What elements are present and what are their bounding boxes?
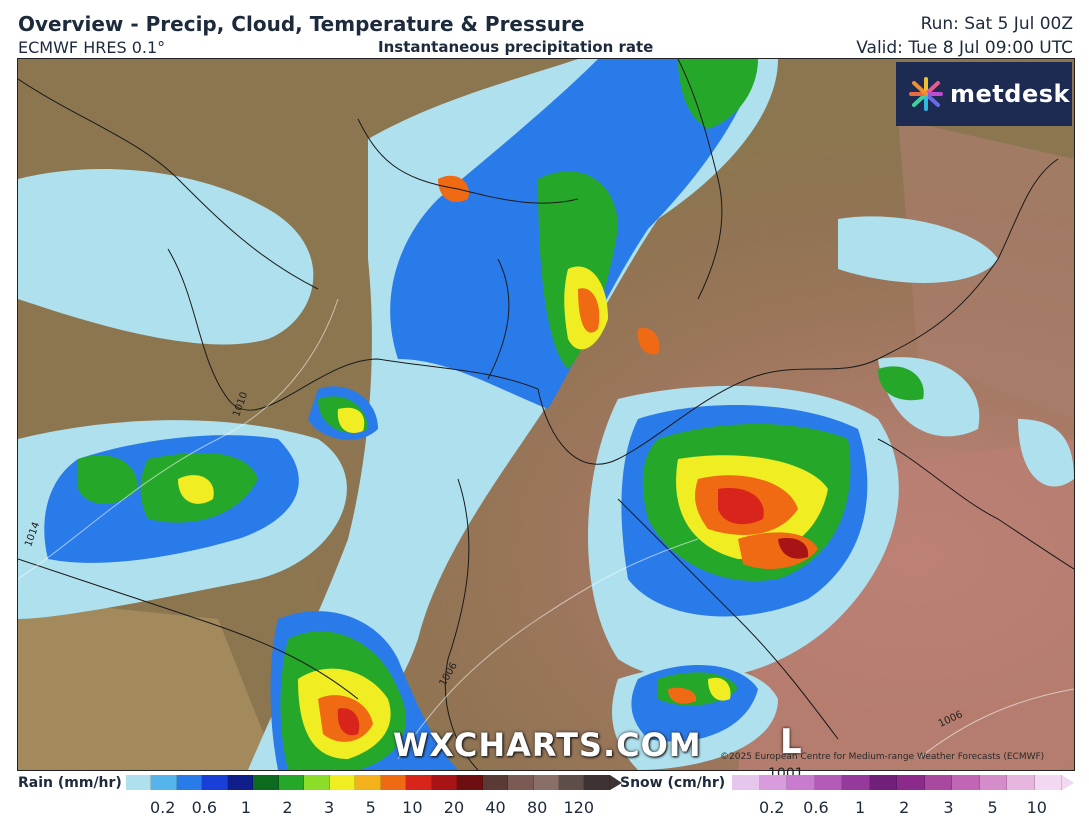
legend-tick-label: 0.2 — [759, 798, 785, 817]
snow-legend-ticks: 0.2 0.6 1 2 3 5 10 — [732, 798, 1062, 818]
legend-tick-label: 0.6 — [191, 798, 218, 817]
legend-tick-label: 1 — [854, 798, 866, 817]
snow-legend-label: Snow (cm/hr) — [620, 775, 726, 791]
legend-color-cell — [126, 775, 152, 790]
legend-color-cell — [558, 775, 585, 790]
legend-color-cell — [355, 775, 381, 790]
metdesk-logo: metdesk — [896, 62, 1072, 126]
legend-tick-label: 10 — [1026, 798, 1047, 817]
legend-tick-label: 5 — [987, 798, 998, 817]
rain-legend-label: Rain (mm/hr) — [18, 775, 122, 791]
isobars — [18, 298, 1074, 760]
low-pressure-marker: L — [780, 722, 802, 762]
chart-subtitle: Instantaneous precipitation rate — [378, 38, 654, 56]
metdesk-starburst-icon — [909, 77, 943, 111]
legend-color-cell — [869, 775, 897, 790]
model-name: ECMWF HRES 0.1° — [18, 38, 166, 57]
legend-tick-label: 120 — [563, 798, 595, 817]
snow-color-bar — [732, 775, 1074, 790]
legend-color-cell — [897, 775, 925, 790]
legend-tick-label: 40 — [485, 798, 506, 817]
legend-color-cell — [176, 775, 203, 790]
legend-tick-label: 1 — [240, 798, 251, 817]
legend-color-cell — [278, 775, 305, 790]
terrain-southwest — [18, 599, 278, 770]
legend-tick-label: 5 — [365, 798, 376, 817]
legend-color-cell — [979, 775, 1007, 790]
run-time: Run: Sat 5 Jul 00Z — [920, 14, 1073, 34]
map-canvas — [18, 59, 1074, 770]
legend-color-cell — [253, 775, 279, 790]
wxcharts-watermark: WXCHARTS.COM — [393, 726, 702, 764]
legend-color-cell — [406, 775, 432, 790]
legend-color-cell — [584, 775, 610, 790]
legend-tick-label: 2 — [282, 798, 293, 817]
legend-color-cell — [431, 775, 458, 790]
legend-color-cell — [787, 775, 815, 790]
legend-color-cell — [227, 775, 254, 790]
legend-color-cell — [202, 775, 228, 790]
legend-tick-label: 0.2 — [149, 798, 176, 817]
legend-tick-label: 80 — [526, 798, 548, 817]
legend-color-cell — [814, 775, 842, 790]
legend-tick-label: 20 — [443, 798, 465, 817]
legend-color-cell — [151, 775, 177, 790]
logo-text: metdesk — [950, 80, 1070, 108]
legend-color-cell — [924, 775, 952, 790]
legend-color-cell — [380, 775, 407, 790]
legend: Rain (mm/hr) 0.2 0.6 1 2 3 5 10 20 40 80 120 Snow … — [0, 772, 1089, 835]
legend-color-cell — [508, 775, 534, 790]
legend-color-cell — [1007, 775, 1035, 790]
rain-legend-ticks: 0.2 0.6 1 2 3 5 10 20 40 80 120 — [126, 798, 596, 818]
legend-color-cell — [329, 775, 356, 790]
legend-tick-label: 2 — [899, 798, 910, 817]
legend-color-cell — [732, 775, 760, 790]
legend-color-cell — [304, 775, 330, 790]
intense-rain-cores — [178, 175, 828, 759]
weather-map[interactable]: 1014 1010 1006 1006 — [17, 58, 1075, 771]
chart-header: Overview - Precip, Cloud, Temperature & … — [0, 0, 1089, 58]
legend-tick-label: 0.6 — [803, 798, 829, 817]
legend-color-cell — [759, 775, 787, 790]
legend-color-cell — [533, 775, 559, 790]
rain-color-bar — [126, 775, 622, 790]
ecmwf-copyright: ©2025 European Centre for Medium-range W… — [720, 752, 1045, 762]
legend-arrow-tip — [609, 775, 622, 790]
legend-tick-label: 3 — [324, 798, 335, 817]
legend-arrow-tip — [1062, 775, 1074, 790]
valid-time: Valid: Tue 8 Jul 09:00 UTC — [856, 38, 1073, 58]
country-borders — [18, 59, 1074, 770]
legend-color-cell — [482, 775, 509, 790]
legend-color-cell — [1034, 775, 1062, 790]
legend-tick-label: 10 — [402, 798, 423, 817]
legend-color-cell — [457, 775, 483, 790]
legend-color-cell — [952, 775, 980, 790]
chart-title: Overview - Precip, Cloud, Temperature & … — [18, 12, 585, 36]
legend-tick-label: 3 — [943, 798, 954, 817]
legend-color-cell — [842, 775, 870, 790]
